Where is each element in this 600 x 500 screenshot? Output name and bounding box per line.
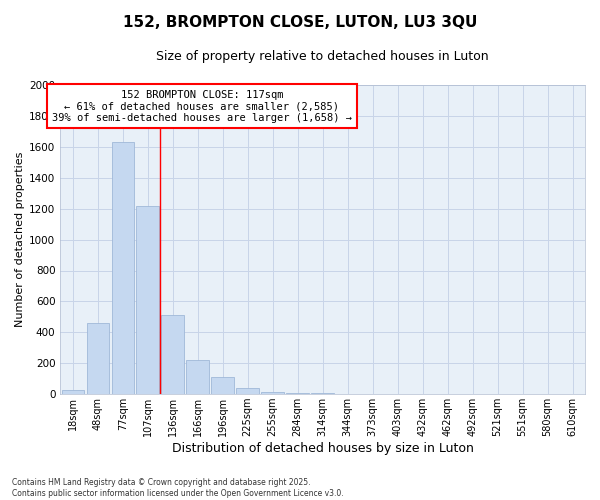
- Y-axis label: Number of detached properties: Number of detached properties: [15, 152, 25, 328]
- X-axis label: Distribution of detached houses by size in Luton: Distribution of detached houses by size …: [172, 442, 473, 455]
- Bar: [286, 393, 309, 394]
- Bar: [236, 388, 259, 394]
- Text: 152, BROMPTON CLOSE, LUTON, LU3 3QU: 152, BROMPTON CLOSE, LUTON, LU3 3QU: [123, 15, 477, 30]
- Bar: [262, 392, 284, 394]
- Bar: [112, 142, 134, 394]
- Bar: [211, 377, 234, 394]
- Bar: [62, 390, 84, 394]
- Bar: [187, 360, 209, 394]
- Bar: [136, 206, 159, 394]
- Bar: [86, 323, 109, 394]
- Bar: [161, 316, 184, 394]
- Title: Size of property relative to detached houses in Luton: Size of property relative to detached ho…: [157, 50, 489, 63]
- Text: Contains HM Land Registry data © Crown copyright and database right 2025.
Contai: Contains HM Land Registry data © Crown c…: [12, 478, 344, 498]
- Text: 152 BROMPTON CLOSE: 117sqm
← 61% of detached houses are smaller (2,585)
39% of s: 152 BROMPTON CLOSE: 117sqm ← 61% of deta…: [52, 90, 352, 123]
